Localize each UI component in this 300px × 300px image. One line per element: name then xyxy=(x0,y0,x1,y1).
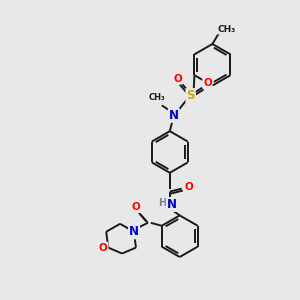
Text: N: N xyxy=(169,109,179,122)
Text: O: O xyxy=(99,243,108,253)
Text: H: H xyxy=(158,199,166,208)
Text: N: N xyxy=(129,225,139,238)
Text: CH₃: CH₃ xyxy=(148,93,165,102)
Text: N: N xyxy=(167,198,177,211)
Text: O: O xyxy=(173,74,182,84)
Text: O: O xyxy=(184,182,193,192)
Text: O: O xyxy=(203,78,212,88)
Text: CH₃: CH₃ xyxy=(217,25,236,34)
Text: O: O xyxy=(132,202,140,212)
Text: N: N xyxy=(129,225,139,238)
Text: S: S xyxy=(186,89,195,102)
